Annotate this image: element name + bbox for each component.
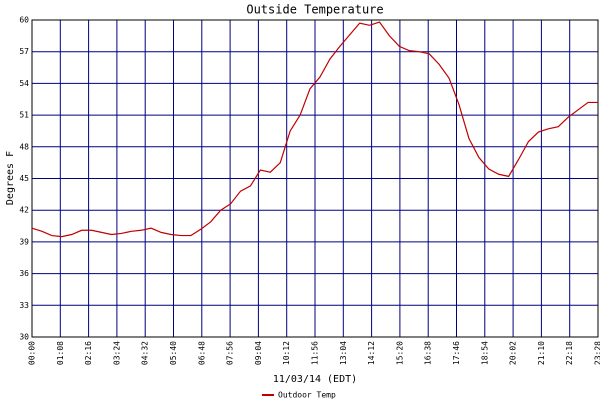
chart-title: Outside Temperature xyxy=(246,3,383,17)
x-tick-label: 17:46 xyxy=(452,341,461,365)
x-tick-label: 18:54 xyxy=(480,341,489,365)
y-axis-label: Degrees F xyxy=(5,151,16,205)
x-tick-label: 10:12 xyxy=(282,341,291,365)
x-tick-label: 03:24 xyxy=(112,341,121,365)
x-tick-label: 23:28 xyxy=(594,341,600,365)
line xyxy=(31,21,598,238)
y-tick-label: 30 xyxy=(19,333,29,342)
x-tick-label: 11:56 xyxy=(311,341,320,365)
x-tick-label: 14:12 xyxy=(367,341,376,365)
y-tick-label: 45 xyxy=(19,174,29,183)
x-tick-label: 04:32 xyxy=(141,341,150,365)
x-tick-label: 09:04 xyxy=(254,341,263,365)
x-tick-label: 00:00 xyxy=(28,341,37,365)
x-axis-label: 11/03/14 (EDT) xyxy=(273,374,357,385)
x-tick-label: 13:04 xyxy=(339,341,348,365)
y-tick-label: 39 xyxy=(19,237,29,246)
plot-border xyxy=(31,19,599,338)
x-tick-label: 22:18 xyxy=(565,341,574,365)
y-tick-label: 36 xyxy=(19,269,29,278)
x-tick-label: 20:02 xyxy=(509,341,518,365)
y-tick-label: 42 xyxy=(19,206,29,215)
x-tick-label: 01:08 xyxy=(56,341,65,365)
y-tick-label: 48 xyxy=(19,142,29,151)
y-tick-label: 54 xyxy=(19,79,29,88)
y-tick-label: 33 xyxy=(19,301,29,310)
y-tick-label: 57 xyxy=(19,47,29,56)
x-tick-label: 16:38 xyxy=(424,341,433,365)
x-tick-label: 02:16 xyxy=(84,341,93,365)
y-tick-label: 60 xyxy=(19,16,29,25)
legend-label: Outdoor Temp xyxy=(278,391,336,400)
x-tick-label: 06:48 xyxy=(197,341,206,365)
x-tick-label: 15:20 xyxy=(395,341,404,365)
x-tick-label: 21:10 xyxy=(537,341,546,365)
x-tick-label: 07:56 xyxy=(226,341,235,365)
y-tick-label: 51 xyxy=(19,111,29,120)
x-tick-label: 05:40 xyxy=(169,341,178,365)
